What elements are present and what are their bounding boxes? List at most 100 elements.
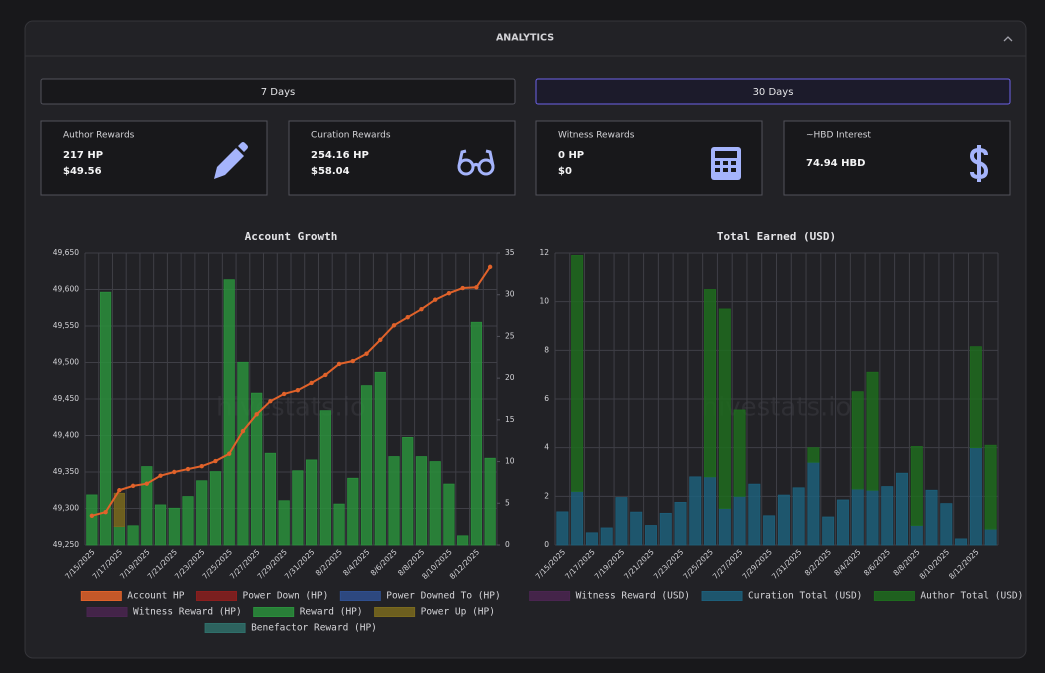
legend-swatch (86, 607, 128, 617)
bar (415, 456, 428, 546)
bar (278, 500, 290, 546)
legend-label: Power Downed To (HP) (386, 591, 500, 602)
bar (851, 488, 864, 546)
legend-swatch (873, 591, 915, 601)
bar (264, 452, 277, 546)
legend-swatch (80, 591, 122, 601)
legend-label: Benefactor Reward (HP) (251, 623, 377, 634)
legend-label: Witness Reward (HP) (133, 607, 242, 618)
button-frame[interactable] (40, 78, 516, 105)
bar (969, 447, 982, 546)
y-tick-label: 4 (544, 443, 549, 452)
y-tick-label: 49,400 (53, 431, 79, 440)
line-point (130, 483, 136, 489)
bar (644, 525, 657, 546)
button-label[interactable]: 30 Days (753, 87, 794, 98)
bar (237, 361, 249, 546)
chart: Total Earned (USD)hivestats.io0246810127… (529, 230, 1023, 602)
line-point (185, 466, 191, 472)
bar (600, 527, 613, 546)
collapse-chevron[interactable] (1003, 36, 1013, 42)
bar (319, 410, 331, 546)
legend-label: Power Up (HP) (421, 607, 495, 618)
panel-title: ANALYTICS (496, 33, 554, 44)
bar (305, 459, 318, 546)
bar (86, 494, 98, 546)
bar (733, 495, 746, 546)
stat-card: Curation Rewards 254.16 HP $58.04 (288, 120, 516, 196)
y-tick-label: 12 (539, 248, 549, 257)
line-point (103, 509, 108, 515)
bar (630, 511, 643, 546)
legend-swatch (204, 623, 246, 633)
bar (402, 436, 414, 546)
range-button[interactable]: 7 Days (40, 78, 516, 105)
bar (910, 525, 923, 546)
button-label[interactable]: 7 Days (261, 87, 296, 98)
line-point (158, 473, 163, 478)
bar (777, 494, 790, 546)
bar (484, 457, 496, 546)
card-value: 0 HP (558, 150, 584, 161)
bar (763, 515, 776, 546)
y-tick-label: 0 (544, 540, 549, 549)
bar (99, 291, 112, 546)
card-title: ~HBD Interest (806, 131, 871, 141)
y-tick-label: 49,500 (53, 358, 79, 367)
line-point (391, 323, 397, 328)
line-point (487, 264, 493, 270)
line-point (172, 469, 177, 475)
card-frame (288, 120, 516, 196)
icon-shape (731, 168, 736, 172)
legend-swatch (374, 607, 416, 617)
bar (866, 371, 879, 491)
line-point (254, 412, 259, 417)
y-tick-label: 8 (544, 345, 549, 354)
bar (689, 476, 702, 546)
bar (807, 461, 820, 546)
y-tick-label: 49,550 (53, 321, 79, 330)
line-point (144, 481, 149, 486)
line-point (117, 488, 122, 493)
bar (333, 503, 345, 546)
legend-swatch (253, 607, 295, 617)
y-tick-label: 2 (544, 491, 549, 500)
line-point (89, 513, 95, 518)
y-tick-label: 49,450 (53, 394, 79, 403)
bar (718, 508, 731, 546)
line-point (378, 337, 383, 343)
line-point (295, 388, 301, 393)
bar (969, 346, 982, 449)
bar (113, 492, 125, 528)
bar (925, 489, 938, 546)
bar (571, 491, 584, 546)
card-value: 74.94 HBD (806, 158, 865, 169)
y2-tick-label: 30 (505, 290, 515, 299)
legend-item: Curation Total (USD) (701, 591, 862, 602)
icon-shape (715, 151, 737, 158)
range-button[interactable]: 30 Days (535, 78, 1011, 105)
bar (347, 477, 359, 546)
line-point (268, 398, 273, 404)
legend-item: Account HP (80, 591, 185, 602)
legend-item: Witness Reward (USD) (529, 591, 690, 602)
bar (984, 444, 997, 530)
line-point (364, 351, 369, 356)
legend-label: Power Down (HP) (243, 591, 329, 602)
bar (209, 471, 222, 546)
line-point (405, 315, 410, 320)
bar (881, 486, 894, 546)
bar (674, 502, 687, 546)
bar (910, 446, 923, 526)
icon-shape (723, 161, 728, 165)
bar (984, 528, 997, 546)
button-frame[interactable] (535, 78, 1011, 105)
legend-label: Curation Total (USD) (748, 591, 862, 602)
bar (822, 516, 835, 546)
icon-shape (457, 158, 475, 176)
chart-title: Total Earned (USD) (717, 230, 836, 243)
bar (251, 392, 263, 546)
legend-label: Witness Reward (USD) (576, 591, 690, 602)
y2-tick-label: 25 (505, 331, 515, 340)
